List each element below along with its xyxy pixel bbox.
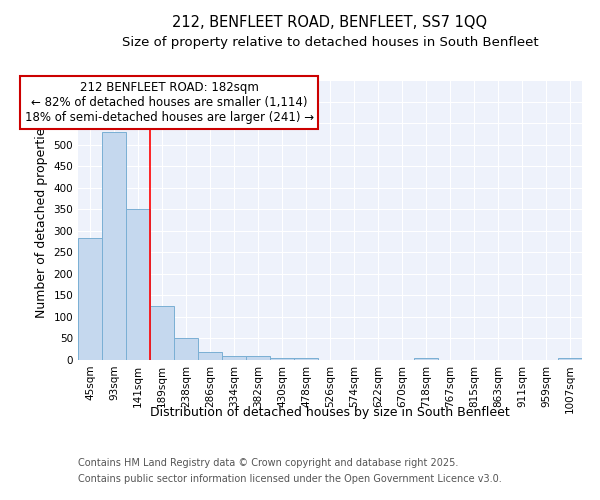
Bar [78, 238, 102, 360]
Bar [222, 356, 246, 360]
Bar [174, 338, 198, 360]
Text: 212 BENFLEET ROAD: 182sqm
← 82% of detached houses are smaller (1,114)
18% of se: 212 BENFLEET ROAD: 182sqm ← 82% of detac… [25, 81, 314, 124]
Bar [294, 358, 318, 360]
Bar [150, 306, 174, 360]
Text: Contains public sector information licensed under the Open Government Licence v3: Contains public sector information licen… [78, 474, 502, 484]
Bar [558, 358, 582, 360]
Text: Distribution of detached houses by size in South Benfleet: Distribution of detached houses by size … [150, 406, 510, 419]
Bar [198, 352, 222, 360]
Bar [102, 132, 126, 360]
Bar [414, 358, 438, 360]
Y-axis label: Number of detached properties: Number of detached properties [35, 122, 48, 318]
Bar [126, 209, 150, 360]
Bar [246, 356, 270, 360]
Text: Size of property relative to detached houses in South Benfleet: Size of property relative to detached ho… [122, 36, 538, 49]
Text: Contains HM Land Registry data © Crown copyright and database right 2025.: Contains HM Land Registry data © Crown c… [78, 458, 458, 468]
Bar [270, 358, 294, 360]
Text: 212, BENFLEET ROAD, BENFLEET, SS7 1QQ: 212, BENFLEET ROAD, BENFLEET, SS7 1QQ [172, 15, 488, 30]
